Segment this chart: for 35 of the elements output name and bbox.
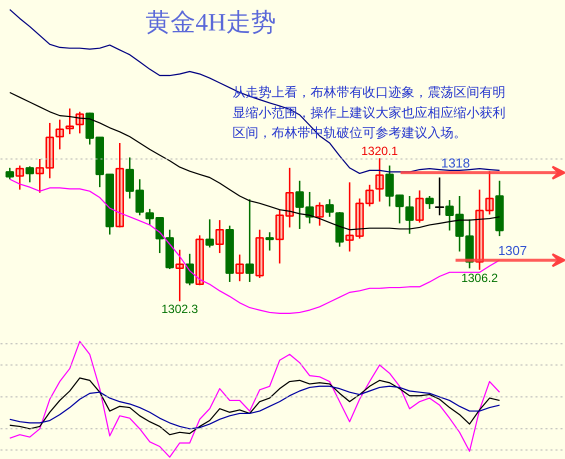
candlestick [315, 202, 324, 226]
candlestick [56, 118, 64, 150]
annotation: 1318 [441, 156, 470, 171]
candlestick [255, 228, 264, 279]
candlestick [185, 253, 194, 286]
candlestick [215, 219, 224, 254]
candlestick [235, 254, 244, 282]
chart-title: 黄金4H走势 [146, 10, 276, 36]
candlestick [175, 249, 184, 302]
candlestick [195, 234, 204, 286]
annotation: 1307 [498, 243, 527, 258]
annotation: 1306.2 [461, 270, 498, 285]
candlestick [6, 167, 14, 180]
candlestick [36, 158, 44, 194]
candlestick [325, 198, 334, 218]
candlestick [16, 164, 24, 190]
candlestick [405, 195, 414, 235]
candlestick [415, 190, 424, 224]
candlestick [425, 195, 434, 210]
annotation: 1302.3 [161, 302, 198, 316]
candlestick [365, 184, 374, 208]
candlestick [265, 231, 274, 252]
candlestick [205, 218, 214, 248]
candlestick [345, 182, 354, 252]
candlestick [115, 142, 124, 228]
candlestick [475, 188, 484, 271]
candlestick [46, 122, 54, 180]
candlestick [355, 198, 364, 240]
candlestick [66, 108, 74, 135]
candlestick [245, 198, 254, 283]
candlestick [285, 167, 294, 228]
candlestick [275, 208, 284, 264]
candlestick [26, 166, 34, 184]
candlestick [375, 157, 384, 202]
annotation: 1320.1 [361, 144, 398, 158]
